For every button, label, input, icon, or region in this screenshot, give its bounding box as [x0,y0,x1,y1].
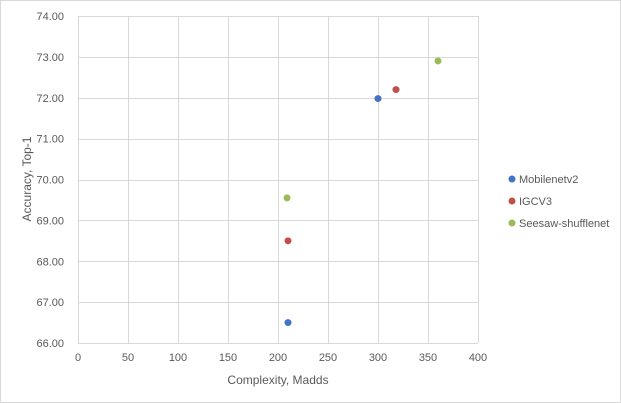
y-tick-label: 71.00 [36,134,64,146]
legend-label: Seesaw-shufflenet [519,218,609,230]
x-tick-label: 350 [419,352,437,364]
x-tick-label: 400 [469,352,487,364]
legend-marker [508,219,516,227]
data-point [374,95,382,103]
data-point [284,319,292,327]
x-tick-label: 300 [369,352,387,364]
x-tick-label: 50 [122,352,134,364]
data-points [283,57,442,327]
y-tick-labels: 66.00 67.00 68.00 69.00 70.00 71.00 72.00 73.00… [36,11,64,350]
x-tick-label: 0 [75,352,81,364]
x-tick-label: 250 [319,352,337,364]
legend-marker [508,175,516,183]
y-tick-label: 73.00 [36,52,64,64]
x-axis-title: Complexity, Madds [227,373,328,387]
y-tick-label: 67.00 [36,297,64,309]
y-tick-label: 72.00 [36,93,64,105]
legend: Mobilenetv2 IGCV3 Seesaw-shufflenet [508,174,609,230]
grid-lines [78,16,479,344]
y-tick-label: 70.00 [36,175,64,187]
legend-marker [508,197,516,205]
y-tick-label: 69.00 [36,215,64,227]
y-axis-title: Accuracy, Top-1 [20,136,34,221]
data-point [392,86,400,94]
data-point [434,57,442,65]
y-tick-label: 68.00 [36,256,64,268]
y-tick-label: 66.00 [36,338,64,350]
data-point [284,237,292,245]
data-point [283,194,291,202]
x-tick-label: 200 [269,352,287,364]
legend-label: Mobilenetv2 [519,174,578,186]
legend-label: IGCV3 [519,196,552,208]
x-tick-label: 100 [169,352,187,364]
x-tick-label: 150 [219,352,237,364]
x-tick-labels: 0 50 100 150 200 250 300 350 400 [75,352,487,364]
y-tick-label: 74.00 [36,11,64,23]
